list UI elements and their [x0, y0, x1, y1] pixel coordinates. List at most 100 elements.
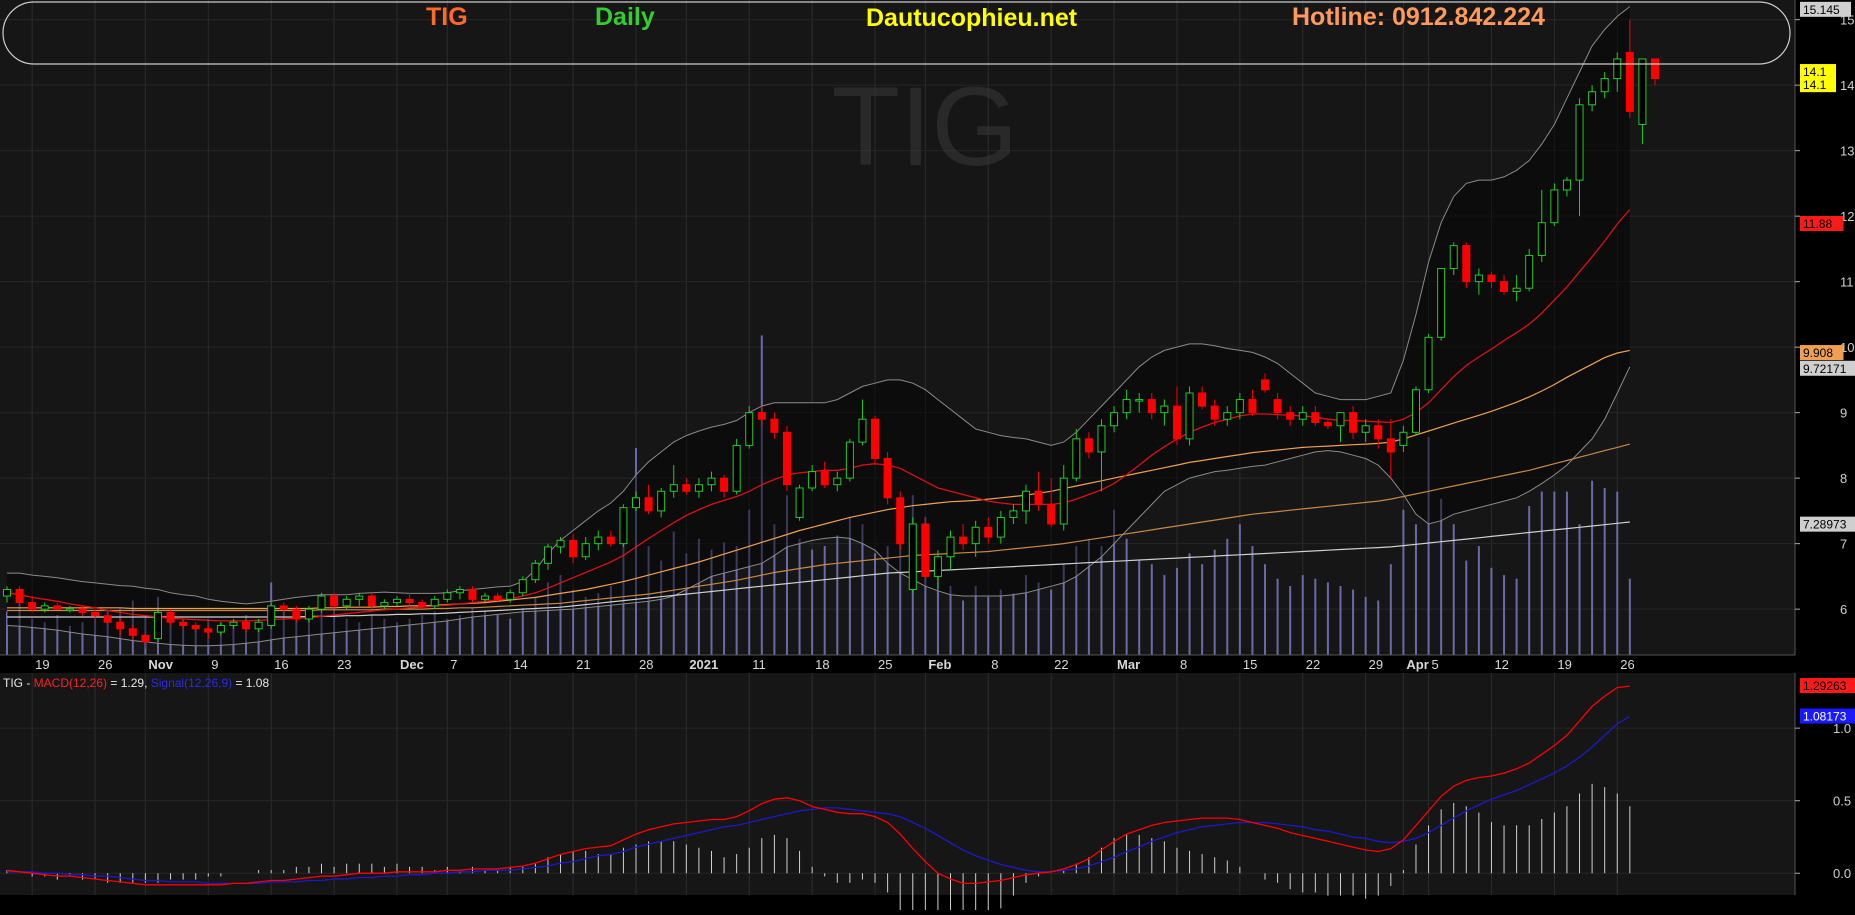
candle-body-up — [1072, 438, 1081, 479]
candle-body-up — [1185, 392, 1194, 440]
price-tick-label: 13 — [1840, 144, 1854, 159]
x-axis-strip — [0, 655, 1795, 673]
price-tag-label: 7.28973 — [1803, 518, 1847, 532]
candle-body-down — [1323, 421, 1332, 427]
candle-body-up — [1424, 336, 1433, 391]
candle-body-up — [669, 484, 678, 492]
volume-bar — [81, 622, 84, 655]
volume-bar — [1163, 575, 1166, 655]
volume-bar — [509, 618, 512, 655]
volume-bar — [622, 531, 625, 655]
candle-body-up — [1097, 425, 1106, 453]
candle-body-up — [481, 595, 490, 600]
volume-bar — [886, 546, 889, 655]
candle-body-down — [1198, 392, 1207, 407]
candle-body-down — [820, 471, 829, 486]
candle-body-up — [556, 539, 565, 548]
candle-body-up — [1298, 412, 1307, 420]
x-tick-label: 14 — [513, 657, 527, 672]
candle-body-up — [1399, 431, 1408, 446]
volume-bar — [848, 517, 851, 655]
candle-body-down — [141, 634, 150, 643]
bollinger-lower-line — [6, 366, 1631, 647]
x-tick-label: 28 — [639, 657, 653, 672]
volume-bar — [559, 575, 562, 655]
candle-body-down — [15, 589, 24, 604]
volume-bar — [1477, 546, 1480, 655]
volume-bar — [56, 615, 59, 655]
volume-bar — [899, 509, 902, 655]
volume-bar — [1603, 487, 1606, 655]
x-tick-label: Nov — [148, 657, 173, 672]
candle-body-down — [53, 605, 62, 610]
candle-body-down — [292, 608, 301, 620]
volume-bar — [823, 546, 826, 655]
volume-bar — [345, 618, 348, 655]
x-tick-label: 19 — [1557, 657, 1571, 672]
candle-body-up — [1600, 78, 1609, 93]
candle-body-up — [1361, 425, 1370, 433]
price-tick-label: 11 — [1840, 275, 1854, 290]
volume-bar — [245, 615, 248, 655]
candle-body-down — [1625, 51, 1634, 112]
volume-bar — [446, 618, 449, 655]
bollinger-upper-line — [7, 6, 1631, 605]
volume-bar — [1352, 589, 1355, 655]
candle-body-down — [1500, 281, 1509, 292]
volume-bar — [194, 625, 197, 655]
candle-body-down — [606, 536, 615, 545]
candle-body-up — [3, 589, 11, 597]
watermark: TIG — [832, 64, 1019, 189]
candle-body-up — [1021, 490, 1030, 512]
candle-body-up — [1122, 399, 1131, 414]
price-tag-label: 11.88 — [1803, 217, 1832, 231]
candle-body-up — [1336, 412, 1345, 427]
volume-bar — [999, 589, 1002, 655]
header-hotline: Hotline: 0912.842.224 — [1292, 3, 1545, 31]
candle-body-up — [1575, 104, 1584, 181]
volume-bar — [333, 604, 336, 655]
candle-body-up — [1588, 91, 1597, 106]
candlesticks — [3, 19, 1659, 649]
price-tick-label: 6 — [1840, 602, 1847, 617]
candle-body-up — [153, 611, 162, 640]
candle-body-up — [707, 477, 716, 486]
volume-bar — [962, 600, 965, 655]
volume-bar — [1264, 564, 1267, 655]
volume-bar — [534, 596, 537, 655]
candle-body-down — [1386, 438, 1395, 453]
x-tick-label: 23 — [337, 657, 351, 672]
macd-panel-background — [0, 673, 1795, 895]
volume-bar — [1213, 549, 1216, 655]
volume-bar — [1465, 560, 1468, 655]
candle-body-up — [455, 589, 464, 594]
volume-bar — [1188, 553, 1191, 655]
candle-body-down — [1084, 438, 1093, 453]
macd-tick-label: 0.0 — [1833, 866, 1851, 881]
candle-body-up — [858, 418, 867, 443]
candle-body-down — [1487, 274, 1496, 283]
candle-body-up — [254, 621, 263, 630]
volume-bar — [1540, 491, 1543, 655]
volume-bar — [1113, 509, 1116, 655]
candle-body-down — [493, 595, 502, 600]
candle-body-down — [179, 621, 188, 627]
candle-body-up — [795, 487, 804, 518]
candle-body-up — [506, 592, 515, 600]
volume-bar — [723, 542, 726, 655]
volume-bar — [395, 622, 398, 655]
candle-body-down — [204, 628, 213, 633]
volume-bar — [672, 531, 675, 655]
macd-tag-box — [1800, 678, 1855, 694]
macd-tick-label: 0.5 — [1833, 794, 1851, 809]
volume-bar — [1087, 538, 1090, 655]
macd-panel — [6, 685, 1631, 915]
signal-line — [7, 715, 1631, 885]
volume-bar — [1490, 567, 1493, 655]
header-site: Dautucophieu.net — [866, 4, 1078, 32]
volume-bar — [182, 618, 185, 655]
candle-body-up — [1562, 179, 1571, 191]
price-tag-label: 14.1 — [1803, 65, 1827, 79]
candle-body-up — [1009, 510, 1018, 518]
